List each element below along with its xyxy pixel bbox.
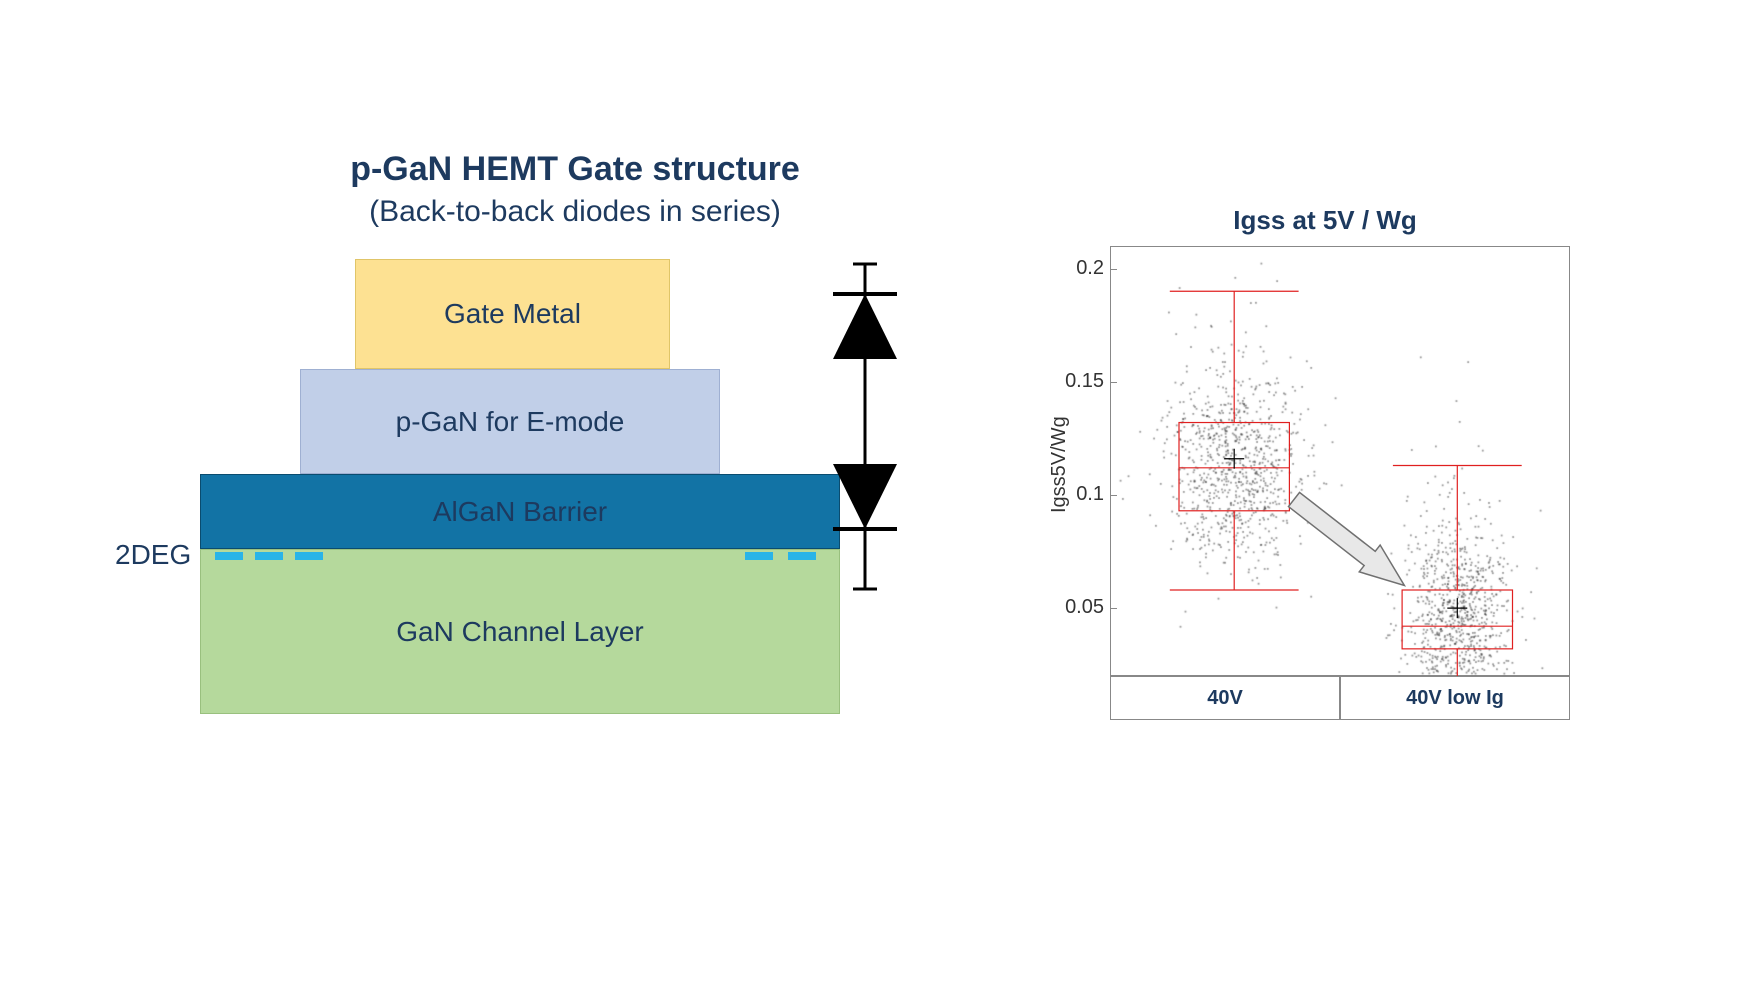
layer-stack: Gate Metalp-GaN for E-modeAlGaN BarrierG… — [200, 259, 950, 779]
y-tick-label: 0.05 — [1056, 596, 1104, 619]
x-category-label: 40V low Ig — [1340, 676, 1570, 720]
y-tick-label: 0.1 — [1056, 483, 1104, 506]
trend-arrow-icon — [1288, 492, 1404, 585]
deg-dash — [295, 552, 323, 560]
deg-label: 2DEG — [115, 539, 191, 571]
y-tick-label: 0.15 — [1056, 370, 1104, 393]
deg-dash — [255, 552, 283, 560]
diode-symbols — [815, 249, 935, 599]
plot-area: Igss5V/Wg0.050.10.150.240V40V low Ig — [1040, 246, 1570, 720]
layer-channel: GaN Channel Layer — [200, 549, 840, 714]
y-tick-label: 0.2 — [1056, 257, 1104, 280]
igss-chart: Igss at 5V / Wg Igss5V/Wg0.050.10.150.24… — [1040, 205, 1610, 720]
layer-algan: AlGaN Barrier — [200, 474, 840, 549]
x-category-label: 40V — [1110, 676, 1340, 720]
diagram-title: p-GaN HEMT Gate structure — [200, 150, 950, 189]
figure-root: p-GaN HEMT Gate structure (Back-to-back … — [0, 0, 1750, 1000]
diagram-subtitle: (Back-to-back diodes in series) — [200, 195, 950, 229]
deg-dash — [745, 552, 773, 560]
gate-structure-diagram: p-GaN HEMT Gate structure (Back-to-back … — [200, 150, 950, 779]
layer-pgan: p-GaN for E-mode — [300, 369, 720, 474]
chart-title: Igss at 5V / Wg — [1040, 205, 1610, 236]
deg-dash — [788, 552, 816, 560]
deg-dash — [215, 552, 243, 560]
layer-gate_metal: Gate Metal — [355, 259, 670, 369]
boxplot-overlay — [1110, 246, 1570, 676]
